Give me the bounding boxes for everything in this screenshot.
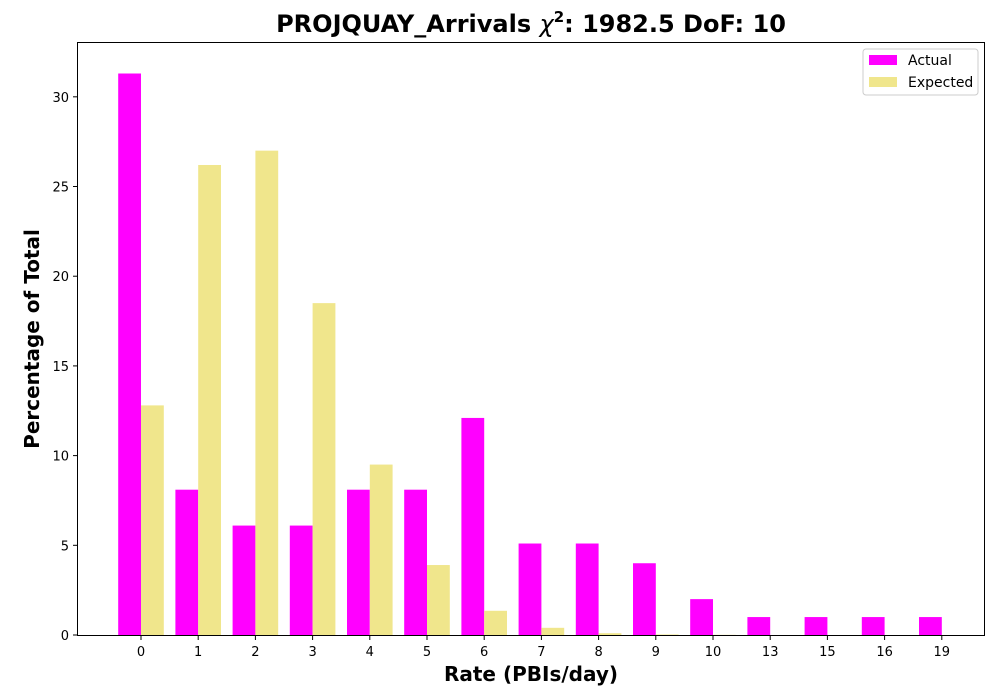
bar-actual-8 — [575, 543, 599, 635]
plot-frame — [77, 42, 985, 636]
bar-expected-4 — [369, 464, 393, 635]
x-tick-label: 8 — [594, 645, 602, 660]
legend-label-actual: Actual — [908, 53, 952, 69]
y-tick-label: 30 — [52, 91, 69, 106]
bar-expected-7 — [541, 627, 565, 635]
bars-group — [118, 73, 942, 636]
bar-actual-3 — [289, 525, 313, 635]
x-tick-label: 15 — [819, 645, 836, 660]
legend-label-expected: Expected — [908, 75, 973, 91]
x-tick-label: 5 — [423, 645, 431, 660]
bar-expected-8 — [598, 633, 622, 635]
bar-actual-7 — [518, 543, 542, 635]
bar-actual-2 — [232, 525, 256, 635]
bar-actual-1 — [175, 489, 199, 635]
bar-expected-9 — [655, 634, 679, 635]
x-tick-label: 13 — [762, 645, 779, 660]
x-tick-label: 10 — [705, 645, 722, 660]
bar-expected-1 — [198, 164, 221, 636]
x-tick-label: 3 — [308, 645, 316, 660]
bar-expected-6 — [484, 610, 507, 635]
x-tick-label: 1 — [194, 645, 202, 660]
x-tick-label: 19 — [934, 645, 951, 660]
y-tick-label: 20 — [52, 270, 69, 285]
bar-expected-5 — [427, 565, 450, 635]
bar-actual-6 — [461, 417, 485, 635]
y-axis: 0 5 10 15 20 25 30 — [52, 91, 78, 644]
x-tick-label: 0 — [137, 645, 145, 660]
x-axis: 0 1 2 3 4 5 6 7 8 9 10 13 15 16 19 — [137, 635, 950, 660]
chart-title-chi: χ — [537, 10, 554, 38]
bar-actual-15 — [804, 617, 828, 635]
bar-actual-4 — [347, 489, 370, 635]
x-tick-label: 2 — [251, 645, 259, 660]
y-tick-label: 0 — [61, 629, 69, 644]
y-tick-label: 15 — [52, 360, 69, 375]
bar-actual-19 — [919, 617, 942, 635]
bar-actual-10 — [690, 599, 713, 635]
bar-actual-0 — [118, 73, 141, 635]
bar-expected-3 — [312, 303, 336, 635]
legend-swatch-actual — [869, 55, 897, 65]
x-axis-label: Rate (PBIs/day) — [444, 662, 618, 686]
y-tick-label: 25 — [52, 181, 69, 196]
legend-swatch-expected — [869, 77, 897, 87]
y-tick-label: 5 — [61, 539, 69, 554]
bar-actual-5 — [404, 489, 427, 635]
bar-actual-9 — [633, 563, 656, 635]
x-tick-label: 7 — [537, 645, 545, 660]
x-tick-label: 4 — [366, 645, 374, 660]
y-axis-label: Percentage of Total — [20, 229, 44, 449]
x-tick-label: 16 — [876, 645, 893, 660]
bar-expected-2 — [255, 150, 279, 635]
bar-actual-13 — [747, 617, 771, 635]
bar-actual-16 — [861, 617, 885, 635]
x-tick-label: 9 — [652, 645, 660, 660]
y-tick-label: 10 — [52, 450, 69, 465]
x-tick-label: 6 — [480, 645, 488, 660]
bar-expected-0 — [141, 405, 164, 635]
legend: Actual Expected — [862, 48, 979, 96]
chart-title-sup: 2 — [554, 8, 564, 26]
chart-title: PROJQUAY_Arrivals χ2: 1982.5 DoF: 10 — [276, 8, 786, 38]
